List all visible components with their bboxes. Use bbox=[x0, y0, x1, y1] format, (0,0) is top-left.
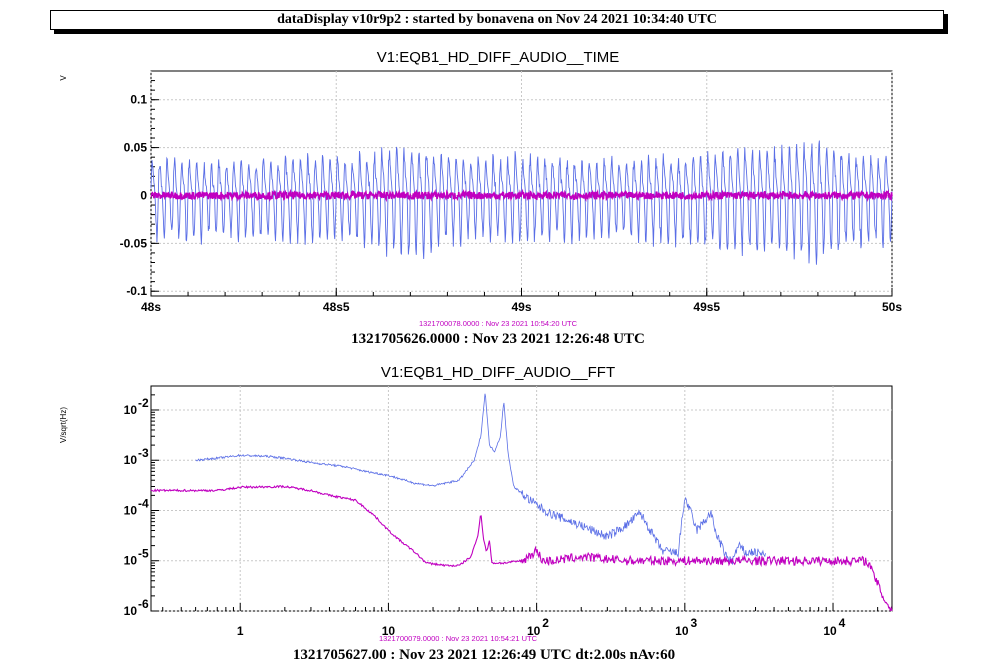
fft-x-tick-exponent: 3 bbox=[690, 616, 697, 630]
fft-y-tick-base: 10 bbox=[124, 554, 138, 568]
time-panel: V1:EQB1_HD_DIFF_AUDIO__TIME V 48s 48s5 49s… bbox=[59, 49, 902, 347]
fft-x-tick-base: 10 bbox=[527, 624, 541, 638]
time-current-timestamp: 1321705626.0000 : Nov 23 2021 12:26:48 U… bbox=[351, 331, 645, 347]
fft-x-tick-exponent: 4 bbox=[839, 616, 846, 630]
fft-x-tick-label: 1 bbox=[237, 624, 244, 638]
fft-x-tick-base: 10 bbox=[675, 624, 689, 638]
fft-y-tick-exponent: -2 bbox=[138, 396, 149, 410]
time-x-tick-label: 49s bbox=[511, 300, 531, 314]
time-x-ticks: 48s 48s5 49s 49s5 50s bbox=[141, 288, 902, 314]
time-y-tick-label: 0 bbox=[140, 188, 147, 202]
time-y-tick-label: -0.05 bbox=[120, 236, 148, 250]
fft-y-tick-base: 10 bbox=[124, 604, 138, 618]
time-y-tick-label: 0.05 bbox=[124, 141, 148, 155]
fft-reference-timestamp: 1321700079.0000 : Nov 23 2021 10:54:21 U… bbox=[379, 634, 538, 643]
time-chart-title: V1:EQB1_HD_DIFF_AUDIO__TIME bbox=[377, 49, 620, 66]
fft-series-group bbox=[150, 393, 893, 612]
time-y-axis-label: V bbox=[59, 75, 68, 81]
page-title: dataDisplay v10r9p2 : started by bonaven… bbox=[50, 10, 944, 30]
time-series-0-line bbox=[150, 140, 893, 265]
time-series-1-line bbox=[150, 188, 893, 203]
fft-grid bbox=[151, 386, 892, 612]
time-series-group bbox=[150, 140, 893, 265]
time-y-tick-label: -0.1 bbox=[126, 284, 147, 298]
fft-x-tick-exponent: 2 bbox=[542, 616, 549, 630]
fft-chart-title: V1:EQB1_HD_DIFF_AUDIO__FFT bbox=[381, 364, 615, 381]
fft-series-0-line bbox=[195, 393, 766, 565]
fft-y-tick-base: 10 bbox=[124, 403, 138, 417]
fft-plot-frame bbox=[150, 385, 893, 612]
time-x-tick-label: 48s bbox=[141, 300, 161, 314]
fft-y-tick-exponent: -4 bbox=[138, 496, 149, 510]
fft-y-axis-label: V/sqrt(Hz) bbox=[59, 407, 68, 443]
fft-current-timestamp: 1321705627.00 : Nov 23 2021 12:26:49 UTC… bbox=[293, 647, 675, 663]
fft-series-1-line bbox=[150, 484, 893, 612]
fft-y-tick-exponent: -5 bbox=[138, 547, 149, 561]
time-x-tick-label: 48s5 bbox=[323, 300, 350, 314]
fft-y-tick-base: 10 bbox=[124, 453, 138, 467]
time-y-ticks: 0.1 0.05 0 -0.05 -0.1 bbox=[120, 80, 159, 298]
fft-x-tick-base: 10 bbox=[823, 624, 837, 638]
fft-y-tick-exponent: -3 bbox=[138, 446, 149, 460]
time-x-tick-label: 50s bbox=[882, 300, 902, 314]
fft-y-ticks: 10 -210 -310-410-510-6 bbox=[124, 385, 159, 618]
fft-x-tick-label: 10 bbox=[382, 624, 396, 638]
fft-y-tick-base: 10 bbox=[124, 503, 138, 517]
time-y-tick-label: 0.1 bbox=[130, 93, 147, 107]
time-x-tick-label: 49s5 bbox=[693, 300, 720, 314]
fft-y-tick-exponent: -6 bbox=[138, 597, 149, 611]
time-reference-timestamp: 1321700078.0000 : Nov 23 2021 10:54:20 U… bbox=[419, 319, 578, 328]
fft-panel: V1:EQB1_HD_DIFF_AUDIO__FFT V/sqrt(Hz) 1 1… bbox=[59, 364, 893, 663]
